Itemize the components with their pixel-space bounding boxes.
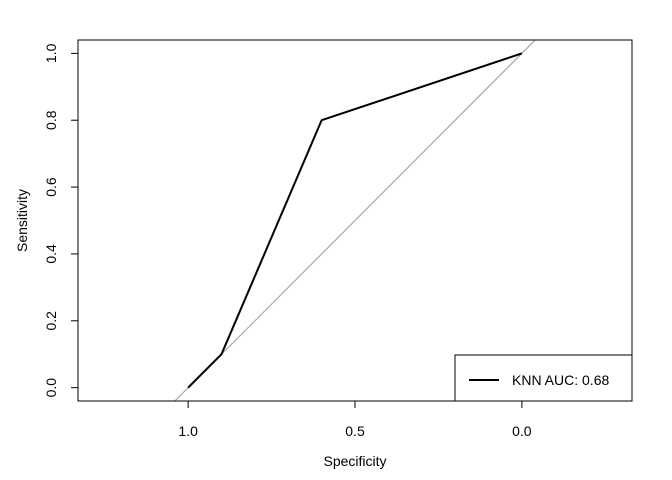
y-axis: 0.0 0.2 0.4 0.6 0.8 1.0 (43, 43, 79, 398)
y-tick-label: 0.2 (43, 311, 59, 331)
legend: KNN AUC: 0.68 (454, 354, 633, 402)
reference-diagonal-line (174, 40, 536, 401)
x-axis: 1.0 0.5 0.0 (178, 400, 532, 439)
y-axis-label: Sensitivity (14, 189, 30, 252)
legend-box (454, 354, 633, 402)
x-tick-label: 0.5 (345, 423, 365, 439)
x-tick-label: 1.0 (178, 423, 198, 439)
y-tick-label: 1.0 (43, 43, 59, 63)
y-tick-label: 0.4 (43, 244, 59, 264)
plot-area (174, 40, 536, 401)
y-tick-label: 0.0 (43, 378, 59, 398)
legend-entry-label: KNN AUC: 0.68 (512, 372, 609, 388)
x-tick-label: 0.0 (512, 423, 532, 439)
y-tick-label: 0.6 (43, 177, 59, 197)
x-axis-label: Specificity (323, 453, 386, 469)
series-line-0 (187, 52, 523, 389)
y-tick-label: 0.8 (43, 110, 59, 130)
